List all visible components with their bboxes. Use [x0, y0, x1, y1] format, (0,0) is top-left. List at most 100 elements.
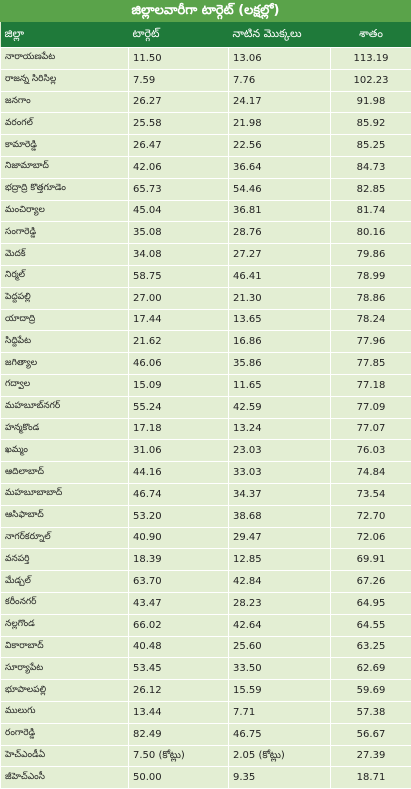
table-cell: 26.12 — [128, 679, 229, 702]
table-cell: 78.86 — [330, 286, 411, 310]
table-cell: 78.99 — [330, 264, 411, 288]
title: జిల్లాలవారీగా టార్గెట్ (లక్షల్లో) — [0, 0, 411, 22]
table-cell: 45.04 — [128, 199, 229, 223]
table-cell: 55.24 — [128, 395, 229, 419]
table-cell: 102.23 — [330, 68, 411, 92]
table-row: గద్వాల 15.09 11.65 77.18 — [0, 373, 411, 397]
table-cell: 38.68 — [228, 504, 331, 528]
table-row: సూర్యాపేట 53.45 33.50 62.69 — [0, 657, 411, 681]
table: జిల్లా టార్గెట్ నాటిన మొక్కలు శాతం నారాయణపే… — [0, 22, 411, 789]
table-cell: 9.35 — [228, 766, 331, 789]
table-cell: 91.98 — [330, 90, 411, 114]
table-cell: 18.71 — [330, 766, 411, 789]
table-row: భద్రాద్రి కొత్తగూడెం 65.73 54.46 82.85 — [0, 177, 411, 201]
table-cell: 42.59 — [228, 395, 331, 419]
table-cell: 53.20 — [128, 504, 229, 528]
table-row: ఆదిలాబాద్ 44.16 33.03 74.84 — [0, 461, 411, 484]
table-cell: నాగర్‌కర్నూల్ — [0, 526, 129, 550]
table-row: భూపాలపల్లి 26.12 15.59 59.69 — [0, 679, 411, 702]
table-body: నారాయణపేట 11.50 13.06 113.19 రాజన్న సిరిసిల్… — [0, 47, 411, 789]
table-cell: 46.75 — [228, 722, 331, 746]
table-cell: 2.05 (కోట్లు) — [228, 744, 331, 768]
table-cell: 81.74 — [330, 199, 411, 223]
table-cell: సిద్దిపేట — [0, 330, 129, 354]
table-cell: 13.06 — [228, 47, 331, 70]
table-cell: 63.25 — [330, 635, 411, 659]
table-cell: 85.25 — [330, 134, 411, 157]
table-cell: 27.27 — [228, 243, 331, 266]
table-row: నాగర్‌కర్నూల్ 40.90 29.47 72.06 — [0, 526, 411, 550]
table-row: జీహెచ్ఎంసీ 50.00 9.35 18.71 — [0, 766, 411, 789]
table-cell: 15.09 — [128, 373, 229, 397]
table-cell: 79.86 — [330, 243, 411, 266]
table-row: నారాయణపేట 11.50 13.06 113.19 — [0, 47, 411, 70]
table-cell: భద్రాద్రి కొత్తగూడెం — [0, 177, 129, 201]
table-cell: 36.81 — [228, 199, 331, 223]
table-cell: 40.90 — [128, 526, 229, 550]
table-cell: 64.55 — [330, 613, 411, 637]
table-cell: 11.65 — [228, 373, 331, 397]
table-row: నిర్మల్ 58.75 46.41 78.99 — [0, 264, 411, 288]
table-row: కరీంనగర్ 43.47 28.23 64.95 — [0, 591, 411, 615]
table-cell: కరీంనగర్ — [0, 591, 129, 615]
table-cell: భూపాలపల్లి — [0, 679, 129, 702]
table-cell: 74.84 — [330, 461, 411, 484]
table-cell: 7.50 (కోట్లు) — [128, 744, 229, 768]
table-cell: 58.75 — [128, 264, 229, 288]
table-cell: 31.06 — [128, 439, 229, 463]
table-cell: 113.19 — [330, 47, 411, 70]
table-cell: వనపర్తి — [0, 548, 129, 572]
table-cell: 13.65 — [228, 308, 331, 332]
table-row: మెదక్ 34.08 27.27 79.86 — [0, 243, 411, 266]
table-row: వనపర్తి 18.39 12.85 69.91 — [0, 548, 411, 572]
table-cell: ఆసిఫాబాద్ — [0, 504, 129, 528]
table-cell: ఆదిలాబాద్ — [0, 461, 129, 484]
table-row: రంగారెడ్డి 82.49 46.75 56.67 — [0, 722, 411, 746]
table-row: కామారెడ్డి 26.47 22.56 85.25 — [0, 134, 411, 157]
table-cell: ములుగు — [0, 700, 129, 724]
table-cell: 17.44 — [128, 308, 229, 332]
table-cell: 56.67 — [330, 722, 411, 746]
table-row: వరంగల్ 25.58 21.98 85.92 — [0, 112, 411, 136]
table-cell: 26.47 — [128, 134, 229, 157]
table-cell: 72.06 — [330, 526, 411, 550]
table-cell: 84.73 — [330, 155, 411, 179]
table-row: సిద్దిపేట 21.62 16.86 77.96 — [0, 330, 411, 354]
table-row: మేడ్చల్ 63.70 42.84 67.26 — [0, 570, 411, 593]
table-cell: హన్మకొండ — [0, 417, 129, 441]
table-cell: 42.64 — [228, 613, 331, 637]
table-cell: నిజామాబాద్ — [0, 155, 129, 179]
table-cell: యాదాద్రి — [0, 308, 129, 332]
table-cell: 53.45 — [128, 657, 229, 681]
table-cell: సంగారెడ్డి — [0, 221, 129, 245]
table-cell: 28.76 — [228, 221, 331, 245]
table-cell: 24.17 — [228, 90, 331, 114]
table-cell: 78.24 — [330, 308, 411, 332]
table-row: ఆసిఫాబాద్ 53.20 38.68 72.70 — [0, 504, 411, 528]
table-cell: 80.16 — [330, 221, 411, 245]
table-cell: వికారాబాద్ — [0, 635, 129, 659]
table-cell: 34.08 — [128, 243, 229, 266]
table-cell: 33.50 — [228, 657, 331, 681]
table-row: రాజన్న సిరిసిల్ల 7.59 7.76 102.23 — [0, 68, 411, 92]
table-cell: 46.41 — [228, 264, 331, 288]
table-cell: 63.70 — [128, 570, 229, 593]
table-cell: నారాయణపేట — [0, 47, 129, 70]
table-cell: 46.06 — [128, 352, 229, 375]
table-cell: 26.27 — [128, 90, 229, 114]
table-cell: వరంగల్ — [0, 112, 129, 136]
table-row: మహబూబాబాద్ 46.74 34.37 73.54 — [0, 482, 411, 506]
column-header: జిల్లా — [0, 22, 129, 48]
table-cell: జగిత్యాల — [0, 352, 129, 375]
table-cell: 18.39 — [128, 548, 229, 572]
table-cell: జనగాం — [0, 90, 129, 114]
table-cell: 23.03 — [228, 439, 331, 463]
table-cell: రాజన్న సిరిసిల్ల — [0, 68, 129, 92]
table-cell: 67.26 — [330, 570, 411, 593]
table-cell: 66.02 — [128, 613, 229, 637]
table-cell: 7.59 — [128, 68, 229, 92]
table-cell: 57.38 — [330, 700, 411, 724]
table-row: మంచిర్యాల 45.04 36.81 81.74 — [0, 199, 411, 223]
table-cell: 85.92 — [330, 112, 411, 136]
table-cell: 28.23 — [228, 591, 331, 615]
